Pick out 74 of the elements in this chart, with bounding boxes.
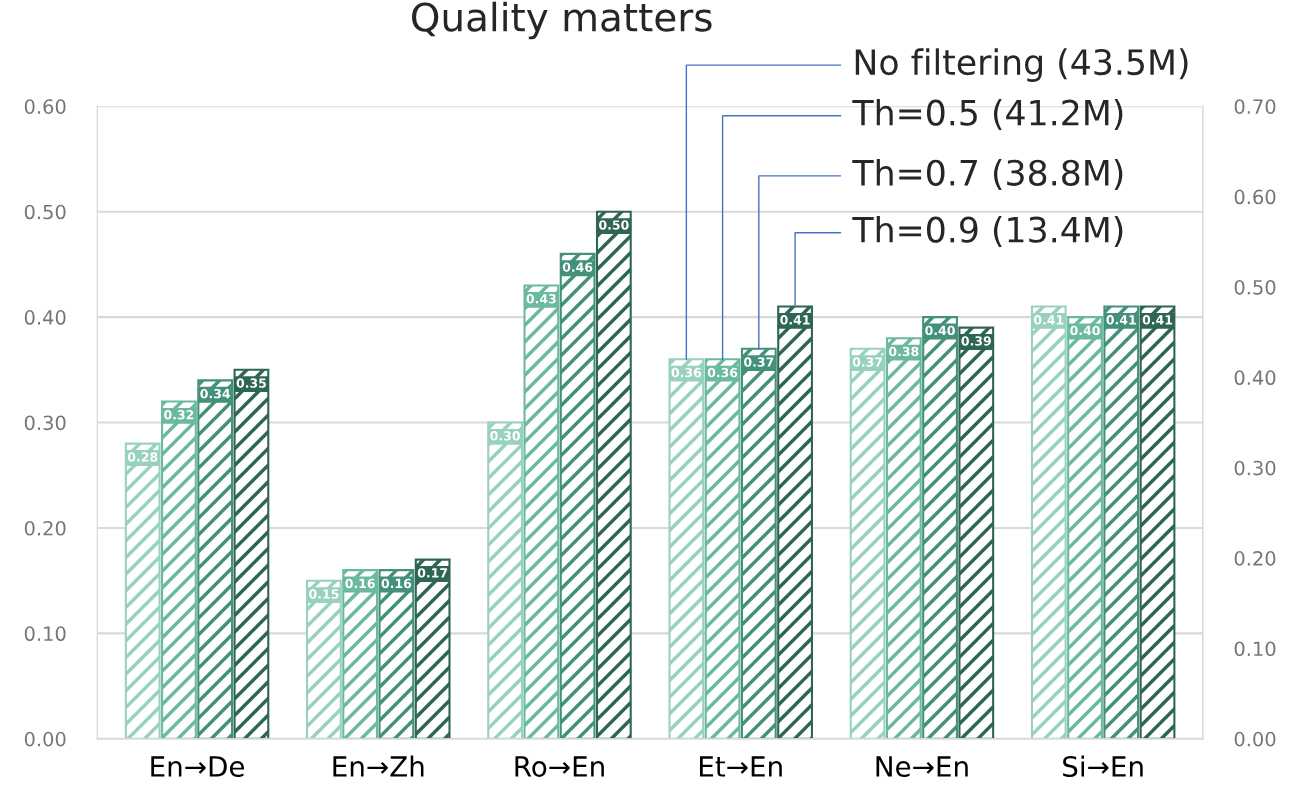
y-tick-label: 0.50	[24, 204, 66, 220]
bar	[704, 358, 741, 739]
bar	[668, 358, 705, 739]
bar	[342, 569, 379, 739]
y2-tick-label: 0.60	[1234, 189, 1276, 205]
bar	[958, 326, 995, 739]
bar	[378, 569, 415, 739]
bar	[306, 579, 342, 739]
bar	[849, 347, 886, 739]
series-label: Th=0.9 (13.4M)	[852, 215, 1123, 247]
bar	[1030, 305, 1067, 739]
y-tick-label: 0.00	[24, 731, 66, 747]
bar	[487, 421, 524, 739]
y-tick-label: 0.40	[24, 310, 66, 325]
x-tick-label: Ro→En	[515, 756, 604, 777]
data-label: 0.41	[780, 315, 810, 325]
data-label: 0.32	[164, 410, 194, 420]
data-label: 0.16	[381, 578, 412, 589]
y-tick-label: 0.10	[24, 626, 66, 642]
data-label: 0.38	[888, 346, 919, 357]
bar	[595, 210, 632, 739]
data-label: 0.37	[744, 357, 774, 367]
data-label: 0.37	[852, 357, 882, 367]
x-tick-label: Si→En	[1063, 755, 1143, 777]
bar	[414, 558, 451, 739]
bar	[1139, 305, 1176, 739]
bar	[1103, 305, 1140, 739]
y2-tick-label: 0.70	[1234, 99, 1276, 114]
bar	[124, 442, 161, 739]
data-label: 0.41	[1033, 315, 1064, 325]
x-tick-label: Et→En	[700, 756, 782, 777]
data-label: 0.16	[345, 578, 375, 589]
text: Th=0.7 (38.8M)	[852, 159, 1123, 190]
bar	[233, 368, 270, 739]
y2-tick-label: 0.50	[1234, 279, 1276, 295]
data-label: 0.41	[1142, 315, 1173, 325]
x-tick-label: En→De	[151, 756, 245, 777]
x-tick-label: En→Zh	[333, 755, 424, 777]
y2-tick-label: 0.10	[1234, 641, 1276, 657]
data-label: 0.40	[1070, 325, 1100, 336]
y2-tick-label: 0.20	[1234, 551, 1276, 566]
data-label: 0.35	[236, 378, 266, 388]
data-label: 0.43	[526, 294, 556, 304]
data-label: 0.40	[925, 325, 955, 336]
bar	[559, 252, 596, 739]
data-label: 0.41	[1106, 315, 1136, 325]
bar	[922, 316, 958, 739]
data-label: 0.39	[961, 336, 991, 346]
data-label: 0.36	[671, 367, 702, 378]
bar	[885, 337, 922, 739]
bar	[197, 379, 234, 739]
bar	[523, 284, 560, 739]
y-tick-label: 0.60	[24, 99, 66, 114]
data-label: 0.17	[417, 568, 448, 578]
data-label: 0.50	[599, 220, 629, 230]
y2-tick-label: 0.30	[1234, 460, 1276, 476]
data-label: 0.15	[309, 589, 339, 599]
x-tick-label: Ne→En	[876, 756, 968, 777]
chart-title: Quality matters	[412, 1, 712, 40]
data-label: 0.28	[127, 452, 158, 462]
y-tick-label: 0.20	[24, 520, 66, 536]
data-label: 0.30	[490, 431, 520, 441]
text: No filtering (43.5M)	[855, 48, 1188, 82]
bar	[740, 347, 777, 739]
y-tick-label: 0.30	[24, 415, 66, 431]
data-label: 0.46	[562, 262, 593, 272]
data-label: 0.34	[200, 388, 231, 399]
y2-tick-label: 0.40	[1234, 370, 1276, 386]
bar	[1067, 316, 1103, 739]
data-label: 0.36	[707, 367, 738, 378]
bar	[777, 305, 813, 739]
y2-tick-label: 0.00	[1234, 731, 1276, 747]
bar	[161, 400, 197, 739]
text: Th=0.5 (41.2M)	[852, 98, 1123, 130]
